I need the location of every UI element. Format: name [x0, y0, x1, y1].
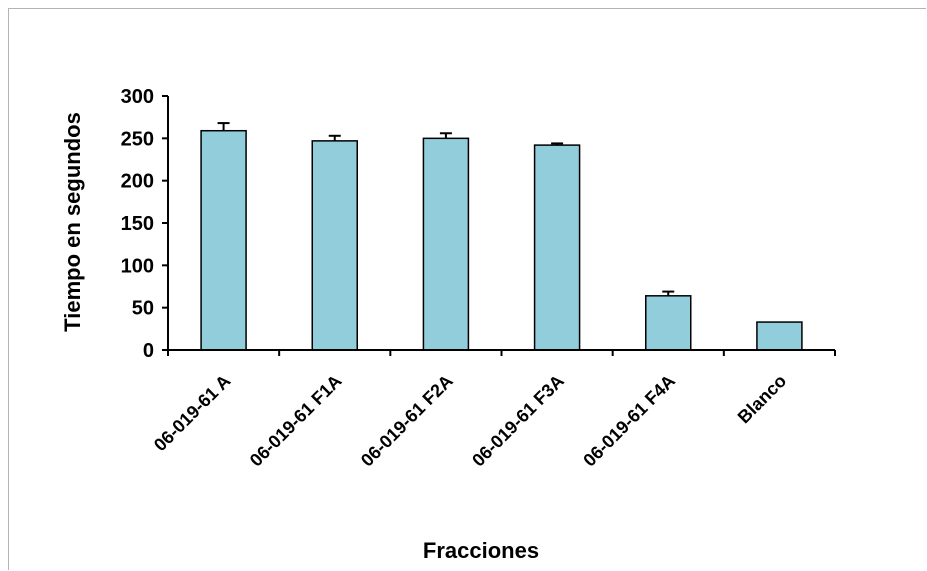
x-tick-label: 06-019-61 F3A — [468, 371, 568, 471]
y-tick-label: 250 — [121, 128, 154, 150]
y-tick-label: 200 — [121, 171, 154, 193]
bar-1 — [200, 129, 247, 351]
x-tick-label: 06-019-61 F4A — [579, 371, 679, 471]
y-tick-label: 50 — [132, 298, 154, 320]
bar-4 — [533, 144, 581, 351]
x-tick-label: 06-019-61 F2A — [357, 371, 457, 471]
bars-group — [200, 129, 803, 351]
y-tick-label: 100 — [121, 255, 154, 277]
bar-6 — [756, 321, 803, 351]
error-bars-group — [217, 122, 675, 296]
y-tick-label: 150 — [121, 213, 154, 235]
x-tick-label: Blanco — [734, 371, 791, 428]
y-ticks-group: 0 50 100 150 200 250 300 — [121, 86, 168, 362]
bar-5 — [645, 295, 692, 351]
x-tick-label: 06-019-61 F1A — [246, 371, 346, 471]
y-tick-label: 0 — [143, 340, 154, 362]
x-axis-title: Fracciones — [423, 538, 539, 563]
bar-3 — [422, 137, 470, 351]
x-tick-label: 06-019-61 A — [150, 371, 234, 455]
x-ticks-group: 06-019-61 A 06-019-61 F1A 06-019-61 F2A 06-… — [150, 350, 836, 471]
bar-2 — [311, 140, 358, 351]
axes-group — [167, 96, 835, 351]
y-tick-label: 300 — [121, 86, 154, 108]
y-axis-title: Tiempo en segundos — [60, 112, 85, 332]
